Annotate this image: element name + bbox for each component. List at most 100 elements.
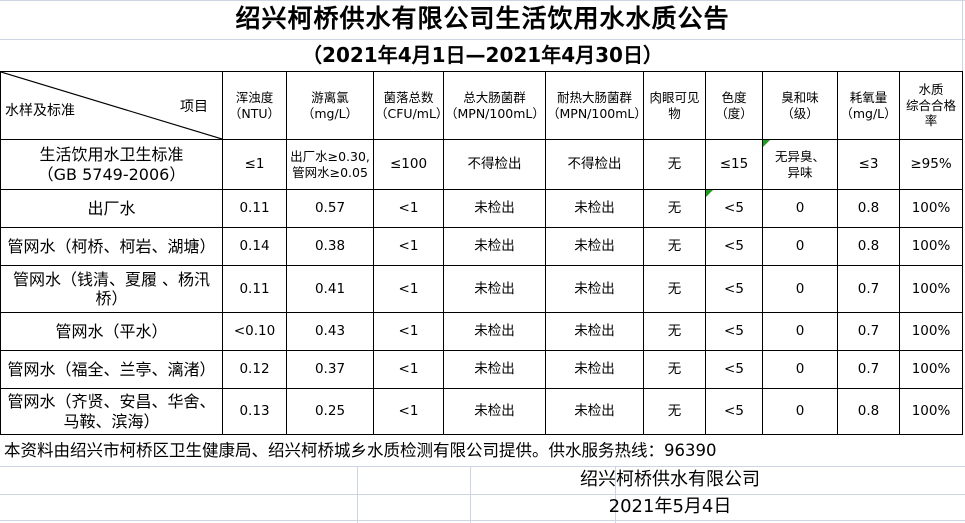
table-body: 生活饮用水卫生标准 （GB 5749-2006） ≤1 出厂水≥0.30, 管网水≥… xyxy=(0,139,963,435)
header-odor-taste: 臭和味 （级） xyxy=(762,71,838,140)
corner-diagonal-line xyxy=(1,72,222,139)
data-cell: 无 xyxy=(643,312,706,351)
header-total-coliform: 总大肠菌群 （MPN/100mL） xyxy=(443,71,546,140)
data-cell: 100% xyxy=(899,265,963,313)
corner-header-cell: 水样及标准 项目 xyxy=(0,71,223,140)
data-cell: 0 xyxy=(762,227,838,266)
data-cell: 无 xyxy=(643,139,706,190)
data-cell: <5 xyxy=(705,189,763,228)
data-cell: <5 xyxy=(705,350,763,389)
header-free-chlorine: 游离氯 （mg/L） xyxy=(286,71,374,140)
row-name-cell: 出厂水 xyxy=(0,189,223,228)
data-cell: 未检出 xyxy=(443,388,546,435)
excel-flag-triangle xyxy=(706,190,713,197)
data-cell: 0.8 xyxy=(837,189,900,228)
data-cell: 100% xyxy=(899,350,963,389)
data-cell: 未检出 xyxy=(545,350,644,389)
row-name-cell: 管网水（齐贤、安昌、华舍、 马鞍、滨海） xyxy=(0,388,223,435)
data-cell: 0.25 xyxy=(286,388,374,435)
data-cell: 0 xyxy=(762,388,838,435)
row-name-cell: 管网水（平水） xyxy=(0,312,223,351)
gridline xyxy=(615,466,616,523)
page-title: 绍兴柯桥供水有限公司生活饮用水水质公告 xyxy=(235,4,730,33)
header-visible-matter: 肉眼可见物 xyxy=(643,71,706,140)
table-row: 管网水（齐贤、安昌、华舍、 马鞍、滨海） 0.13 0.25 <1 未检出 未检出无 <5 0… xyxy=(0,388,963,435)
data-cell: 未检出 xyxy=(545,388,644,435)
gridline xyxy=(0,466,965,467)
table-row: 管网水（平水） <0.10 0.43 <1 未检出 未检出无 <5 0 0.7 100% xyxy=(0,312,963,351)
row-name-cell: 管网水（钱清、夏履 、杨汛 桥） xyxy=(0,265,223,313)
data-cell: 0.43 xyxy=(286,312,374,351)
data-cell: 0.13 xyxy=(222,388,287,435)
table-row: 出厂水 0.11 0.57 <1 未检出 未检出无 <5 0 0.8 100% xyxy=(0,189,963,228)
data-cell: 未检出 xyxy=(443,265,546,313)
data-cell: <1 xyxy=(373,312,444,351)
row-name-cell: 生活饮用水卫生标准 （GB 5749-2006） xyxy=(0,139,223,190)
table-row: 管网水（柯桥、柯岩、湖塘） 0.14 0.38 <1 未检出 未检出无 <5 0 0.8 100% xyxy=(0,227,963,266)
data-cell: <1 xyxy=(373,388,444,435)
footer-company-name: 绍兴柯桥供水有限公司 xyxy=(580,469,760,490)
gridline xyxy=(470,466,471,523)
corner-label-sample: 水样及标准 xyxy=(5,103,75,119)
data-cell: 100% xyxy=(899,189,963,228)
data-cell: ≥95% xyxy=(899,139,963,190)
data-cell: <1 xyxy=(373,227,444,266)
data-cell: 100% xyxy=(899,388,963,435)
table-row: 管网水（福全、兰亭、漓渚） 0.12 0.37 <1 未检出 未检出无 <5 0 0.7 100% xyxy=(0,350,963,389)
gridline xyxy=(0,0,965,1)
header-colony-count: 菌落总数 （CFU/mL） xyxy=(373,71,444,140)
data-cell: ≤3 xyxy=(837,139,900,190)
header-chroma: 色度 （度） xyxy=(705,71,763,140)
data-cell: 未检出 xyxy=(545,312,644,351)
data-cell: <1 xyxy=(373,265,444,313)
table-row: 生活饮用水卫生标准 （GB 5749-2006） ≤1 出厂水≥0.30, 管网水≥… xyxy=(0,139,963,190)
header-turbidity: 浑浊度 （NTU） xyxy=(222,71,287,140)
data-cell: 0.7 xyxy=(837,312,900,351)
excel-flag-triangle xyxy=(763,140,770,147)
data-cell: <5 xyxy=(705,312,763,351)
data-cell: 0.14 xyxy=(222,227,287,266)
data-cell: 无 xyxy=(643,189,706,228)
data-cell: 0.41 xyxy=(286,265,374,313)
data-cell: 未检出 xyxy=(545,227,644,266)
header-heat-resistant-coliform: 耐热大肠菌群 （MPN/100mL） xyxy=(545,71,644,140)
data-cell: 100% xyxy=(899,227,963,266)
data-cell: <5 xyxy=(705,388,763,435)
data-cell: 0.7 xyxy=(837,350,900,389)
data-cell: 0 xyxy=(762,350,838,389)
water-quality-table: 水样及标准 项目 浑浊度 （NTU） 游离氯 （mg/L） 菌落总数 （CFU/… xyxy=(0,71,963,435)
data-cell: 0.8 xyxy=(837,388,900,435)
gridline xyxy=(0,494,965,495)
data-cell: 未检出 xyxy=(443,312,546,351)
data-cell: 无 xyxy=(643,265,706,313)
data-cell: <0.10 xyxy=(222,312,287,351)
gridline xyxy=(357,466,358,523)
gridline xyxy=(962,0,963,71)
date-range-subtitle: （2021年4月1日—2021年4月30日） xyxy=(302,43,663,67)
row-name-cell: 管网水（柯桥、柯岩、湖塘） xyxy=(0,227,223,266)
data-cell: 0 xyxy=(762,189,838,228)
header-row: 水样及标准 项目 浑浊度 （NTU） 游离氯 （mg/L） 菌落总数 （CFU/… xyxy=(0,71,963,140)
gridline xyxy=(0,39,965,40)
data-cell: ≤1 xyxy=(222,139,287,190)
data-cell: 0.12 xyxy=(222,350,287,389)
data-cell: 未检出 xyxy=(545,189,644,228)
data-cell: 不得检出 xyxy=(545,139,644,190)
data-cell: 无异臭、 异味 xyxy=(762,139,838,190)
table-row: 管网水（钱清、夏履 、杨汛 桥） 0.11 0.41 <1 未检出 未检出无 <5 0 0.7 1… xyxy=(0,265,963,313)
data-cell: <5 xyxy=(705,265,763,313)
data-cell: <1 xyxy=(373,350,444,389)
data-cell: 0.57 xyxy=(286,189,374,228)
data-cell: 无 xyxy=(643,388,706,435)
data-cell: 0 xyxy=(762,312,838,351)
data-cell: 100% xyxy=(899,312,963,351)
footer-note: 本资料由绍兴市柯桥区卫生健康局、绍兴柯桥城乡水质检测有限公司提供。供水服务热线：… xyxy=(4,441,717,460)
data-cell: 未检出 xyxy=(545,265,644,313)
data-cell: 0.8 xyxy=(837,227,900,266)
data-cell: 0.37 xyxy=(286,350,374,389)
row-name-cell: 管网水（福全、兰亭、漓渚） xyxy=(0,350,223,389)
data-cell: <1 xyxy=(373,189,444,228)
header-oxygen-consumption: 耗氧量 （mg/L） xyxy=(837,71,900,140)
data-cell: 出厂水≥0.30, 管网水≥0.05 xyxy=(286,139,374,190)
